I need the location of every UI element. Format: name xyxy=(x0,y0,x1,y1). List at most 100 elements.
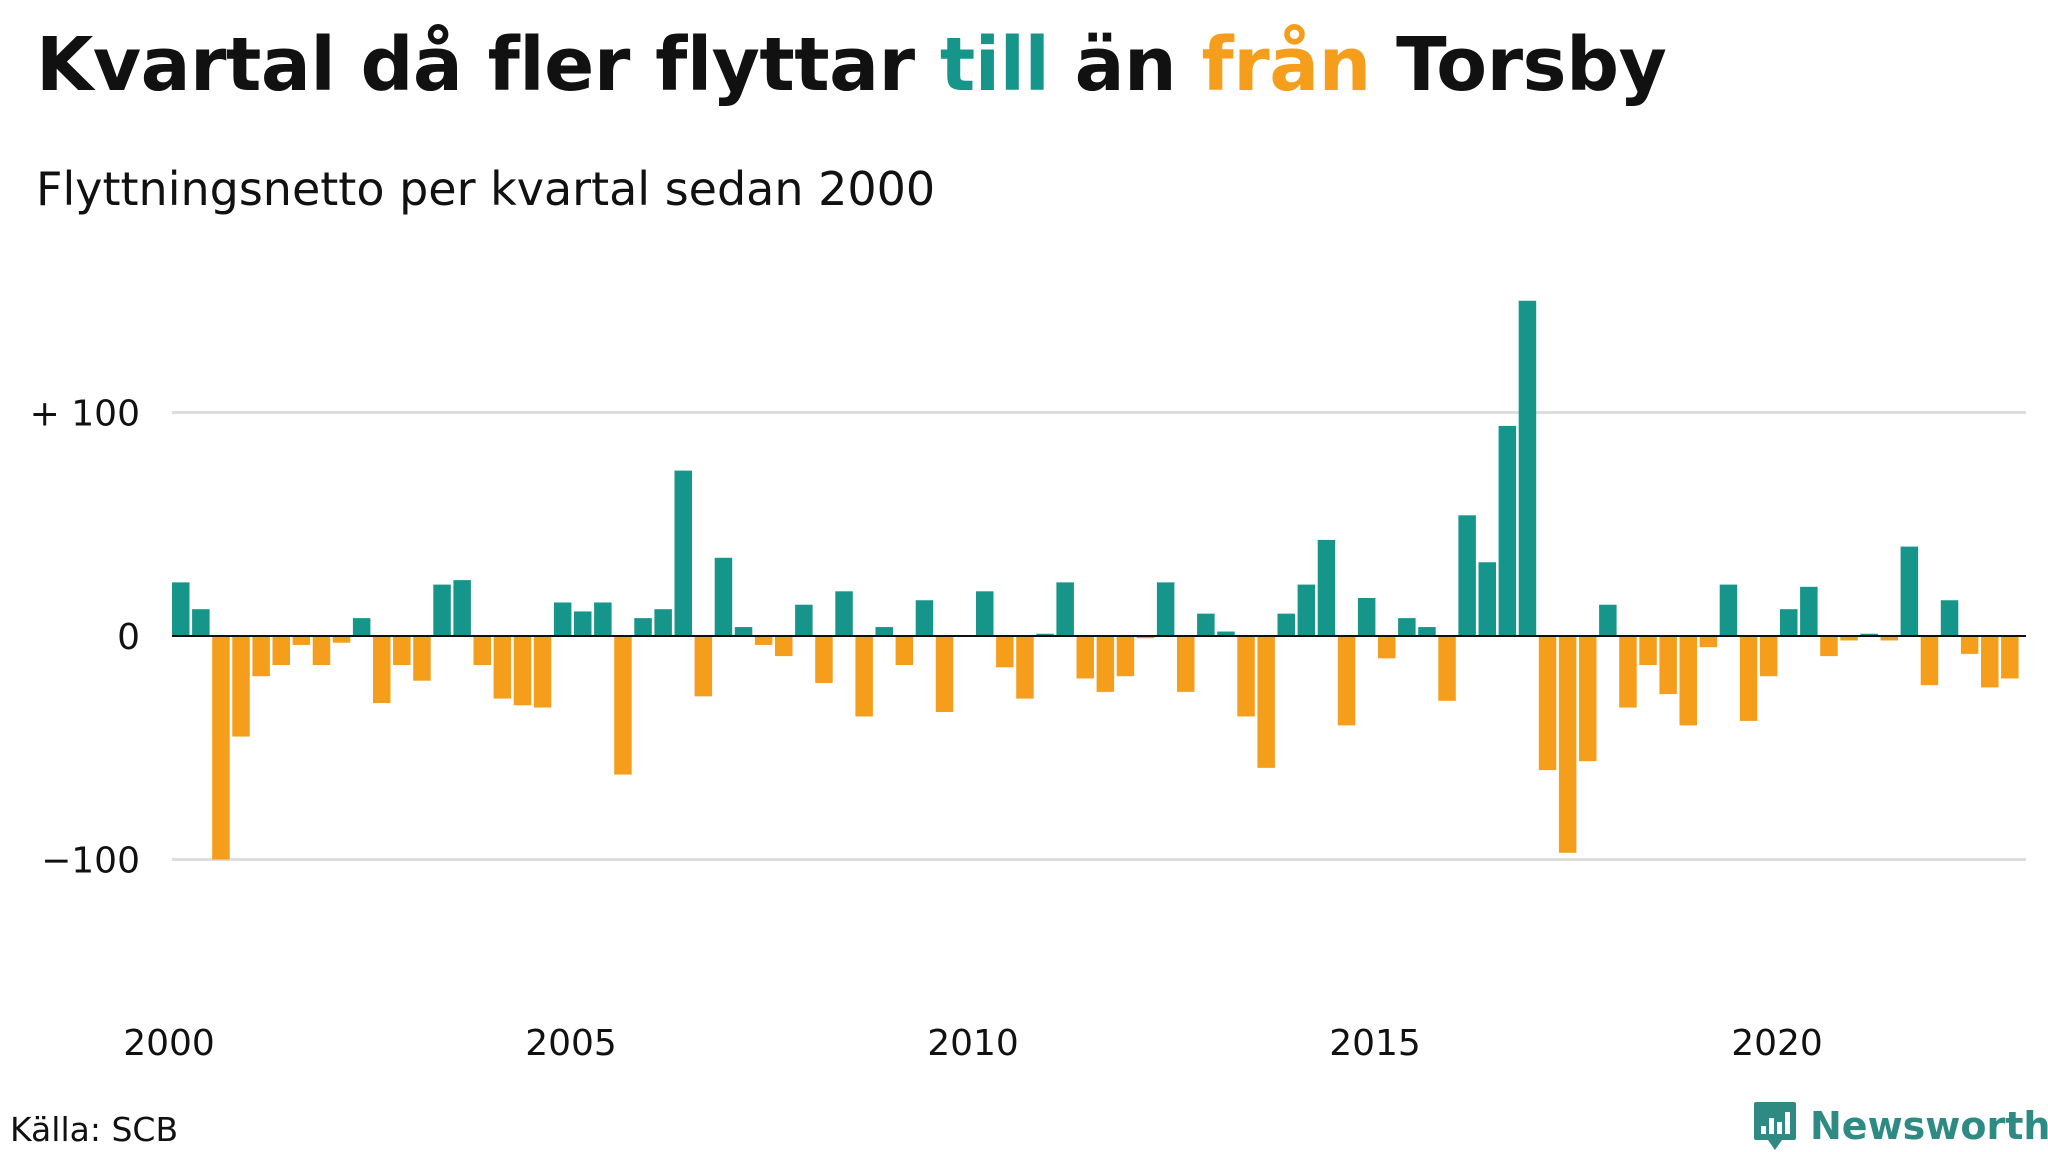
bar xyxy=(1579,636,1597,762)
bar xyxy=(734,627,753,636)
bar xyxy=(1478,562,1496,636)
title-positive-word: till xyxy=(939,22,1050,108)
title-part-3: Torsby xyxy=(1370,22,1667,108)
bar xyxy=(1659,636,1677,695)
bar xyxy=(1297,584,1316,636)
bar xyxy=(272,636,290,666)
bar xyxy=(252,636,270,677)
bar xyxy=(352,618,371,636)
bar xyxy=(835,591,853,636)
bar xyxy=(1880,636,1898,641)
bar xyxy=(1458,515,1476,636)
bar xyxy=(312,636,331,666)
bar xyxy=(172,582,190,636)
bar xyxy=(1599,604,1617,636)
bar xyxy=(413,636,431,681)
title-part-1: Kvartal då fler flyttar xyxy=(36,22,940,108)
bar xyxy=(915,600,934,636)
bar xyxy=(212,636,230,860)
bar xyxy=(1719,584,1738,636)
bar xyxy=(855,636,873,717)
bar xyxy=(513,636,532,706)
bar-chart: + 100 0 −100 2000 2005 2010 2015 2020 xyxy=(30,300,2026,1064)
newsworthy-logo-icon xyxy=(1754,1102,1796,1150)
x-tick-label: 2020 xyxy=(1731,1023,1823,1064)
x-tick-label: 2005 xyxy=(525,1023,617,1064)
bar xyxy=(1981,636,1999,688)
bar xyxy=(1076,636,1094,679)
brand-name: Newsworthy xyxy=(1810,1104,2048,1148)
bar xyxy=(1900,546,1919,636)
bar xyxy=(795,604,813,636)
y-axis-labels: + 100 0 −100 xyxy=(30,394,140,882)
bar xyxy=(895,636,914,666)
bar xyxy=(1398,618,1416,636)
bar xyxy=(433,584,451,636)
source-note: Källa: SCB xyxy=(10,1110,179,1149)
y-tick-label: + 100 xyxy=(30,394,140,435)
bar xyxy=(1960,636,1979,654)
bar xyxy=(332,636,351,643)
bar xyxy=(1378,636,1396,659)
y-tick-label: −100 xyxy=(41,841,140,882)
bar xyxy=(815,636,833,683)
bar xyxy=(1699,636,1718,648)
bar xyxy=(1116,636,1135,677)
bar xyxy=(1780,609,1798,636)
bar xyxy=(1036,633,1054,636)
bar xyxy=(1800,586,1818,636)
bars xyxy=(172,300,2019,860)
bar xyxy=(1498,425,1517,636)
bar xyxy=(1759,636,1778,677)
x-tick-label: 2000 xyxy=(123,1023,215,1064)
bar xyxy=(232,636,250,737)
bar xyxy=(1518,300,1537,636)
bar xyxy=(1840,636,1858,641)
bar xyxy=(1418,627,1436,636)
bar xyxy=(533,636,552,708)
title-part-2: än xyxy=(1049,22,1202,108)
bar xyxy=(1679,636,1697,726)
bar xyxy=(594,602,612,636)
bar xyxy=(1940,600,1959,636)
bar xyxy=(1639,636,1657,666)
chart-subtitle: Flyttningsnetto per kvartal sedan 2000 xyxy=(36,162,936,216)
bar xyxy=(754,636,773,645)
bar xyxy=(1237,636,1255,717)
bar xyxy=(1619,636,1637,708)
bar xyxy=(1197,613,1215,636)
bar xyxy=(493,636,512,699)
bar xyxy=(1096,636,1115,692)
bar xyxy=(1257,636,1275,768)
bar xyxy=(1277,613,1295,636)
x-tick-label: 2015 xyxy=(1329,1023,1421,1064)
bar xyxy=(976,591,994,636)
bar xyxy=(1056,582,1074,636)
bar xyxy=(473,636,491,666)
bar xyxy=(574,611,592,636)
bar xyxy=(292,636,311,645)
y-tick-label: 0 xyxy=(117,617,140,658)
bar xyxy=(1920,636,1939,686)
bar xyxy=(192,609,210,636)
bar xyxy=(614,636,632,775)
bar xyxy=(714,557,733,636)
bar xyxy=(1177,636,1195,692)
bar xyxy=(1820,636,1838,657)
bar xyxy=(996,636,1014,668)
bar xyxy=(553,602,572,636)
bar xyxy=(1538,636,1557,771)
bar xyxy=(1739,636,1758,721)
bar xyxy=(373,636,391,704)
bar xyxy=(453,580,471,636)
bar xyxy=(935,636,954,712)
bar xyxy=(1438,636,1456,701)
bar xyxy=(2001,636,2019,679)
brand-logo[interactable]: Newsworthy xyxy=(1752,1100,2048,1152)
title-negative-word: från xyxy=(1201,22,1372,108)
bar xyxy=(1156,582,1175,636)
bar xyxy=(634,618,652,636)
bar xyxy=(1217,631,1235,636)
bar xyxy=(674,470,692,636)
bar xyxy=(875,627,893,636)
